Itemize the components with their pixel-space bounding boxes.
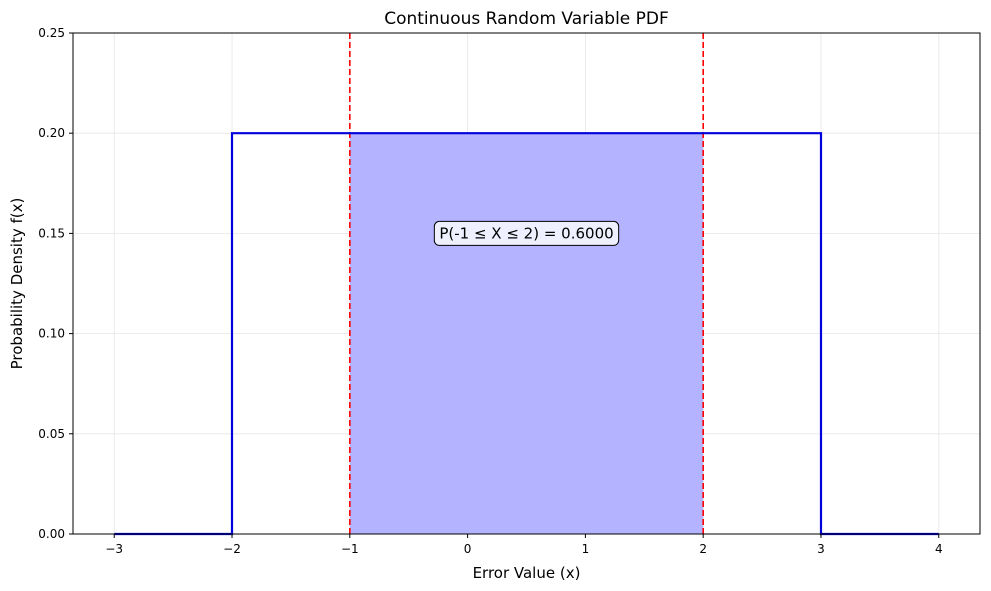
y-tick-label: 0.05 (38, 427, 65, 441)
x-axis-label: Error Value (x) (473, 564, 581, 582)
y-tick-label: 0.25 (38, 26, 65, 40)
chart-title: Continuous Random Variable PDF (384, 9, 669, 29)
y-tick-label: 0.20 (38, 126, 65, 140)
x-tick-label: 3 (817, 542, 825, 556)
x-tick-label: −2 (223, 542, 241, 556)
y-tick-label: 0.15 (38, 226, 65, 240)
x-tick-label: 4 (935, 542, 943, 556)
x-tick-label: −3 (105, 542, 123, 556)
annotation-box (433, 220, 620, 246)
y-tick-label: 0.00 (38, 527, 65, 541)
shaded-probability-region (349, 133, 704, 534)
shaded-area (349, 133, 704, 534)
axis-ticks: −3 −2 −1 0 1 2 3 4 0.00 0.05 0.10 0.15 0.20 0.25 (38, 26, 942, 556)
x-tick-label: −1 (341, 542, 359, 556)
y-axis-label: Probability Density f(x) (8, 198, 26, 370)
x-tick-label: 2 (699, 542, 707, 556)
x-tick-label: 0 (464, 542, 472, 556)
bound-lines (349, 33, 704, 534)
x-tick-label: 1 (582, 542, 590, 556)
y-tick-label: 0.10 (38, 327, 65, 341)
annotation-text: P(-1 ≤ X ≤ 2) = 0.6000 (439, 224, 613, 242)
probability-annotation: P(-1 ≤ X ≤ 2) = 0.6000 (433, 220, 620, 246)
plot-frame (72, 32, 981, 535)
